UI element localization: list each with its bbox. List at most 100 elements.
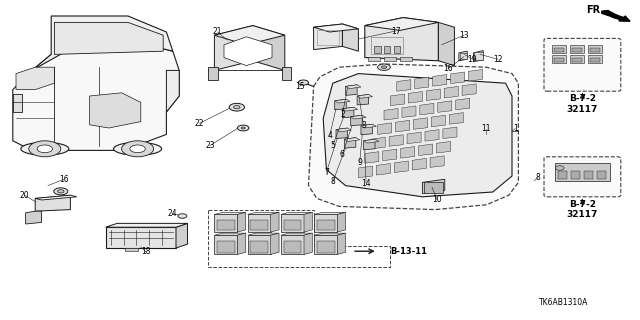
Polygon shape — [344, 138, 360, 141]
Polygon shape — [106, 223, 188, 227]
Polygon shape — [422, 179, 445, 194]
Polygon shape — [281, 235, 304, 254]
Bar — [250, 241, 268, 253]
Polygon shape — [248, 235, 271, 254]
Polygon shape — [32, 16, 173, 70]
Polygon shape — [468, 69, 483, 81]
Bar — [572, 48, 582, 52]
Polygon shape — [337, 233, 346, 254]
Bar — [374, 46, 381, 53]
Polygon shape — [253, 26, 285, 70]
Text: 18: 18 — [141, 247, 150, 256]
Polygon shape — [383, 149, 397, 161]
Text: 22: 22 — [195, 119, 204, 128]
Text: 7: 7 — [324, 168, 329, 177]
Bar — [590, 48, 600, 52]
Polygon shape — [412, 158, 426, 170]
Polygon shape — [449, 113, 463, 124]
Bar — [13, 94, 22, 112]
Text: 11: 11 — [482, 124, 491, 133]
Polygon shape — [248, 214, 271, 232]
Polygon shape — [314, 235, 337, 254]
Circle shape — [241, 127, 245, 129]
Text: 5: 5 — [330, 141, 335, 150]
Polygon shape — [314, 214, 337, 232]
Polygon shape — [419, 144, 433, 156]
Circle shape — [58, 190, 64, 193]
Text: 9: 9 — [357, 158, 362, 167]
Bar — [217, 220, 235, 230]
Polygon shape — [425, 130, 439, 141]
Polygon shape — [459, 51, 467, 61]
Polygon shape — [237, 212, 246, 232]
Polygon shape — [602, 11, 620, 19]
Text: 15: 15 — [294, 82, 305, 91]
Polygon shape — [351, 115, 362, 126]
Polygon shape — [462, 84, 476, 95]
Circle shape — [122, 141, 154, 157]
Polygon shape — [401, 147, 415, 158]
Polygon shape — [342, 107, 358, 111]
Circle shape — [178, 214, 187, 218]
Polygon shape — [365, 18, 438, 61]
Polygon shape — [588, 45, 602, 53]
Bar — [384, 57, 396, 61]
Polygon shape — [336, 128, 351, 132]
Polygon shape — [314, 233, 346, 235]
Circle shape — [381, 66, 387, 68]
Polygon shape — [314, 24, 342, 50]
Polygon shape — [344, 138, 356, 148]
Bar — [554, 48, 564, 52]
Polygon shape — [335, 99, 346, 110]
Polygon shape — [402, 106, 416, 117]
Polygon shape — [176, 223, 188, 248]
Polygon shape — [16, 67, 54, 90]
Bar — [394, 46, 400, 53]
Text: 17: 17 — [390, 27, 401, 36]
Text: B-7-2
32117: B-7-2 32117 — [566, 94, 598, 114]
Polygon shape — [378, 123, 392, 134]
Bar — [460, 53, 467, 59]
Text: B-7-2
32117: B-7-2 32117 — [566, 200, 598, 219]
Polygon shape — [346, 85, 361, 89]
Polygon shape — [357, 94, 372, 98]
Text: 1: 1 — [513, 124, 518, 133]
Polygon shape — [361, 124, 376, 128]
Bar — [584, 171, 593, 179]
Bar — [317, 30, 339, 45]
Polygon shape — [396, 120, 410, 132]
Circle shape — [37, 145, 52, 153]
Polygon shape — [248, 212, 279, 214]
Bar — [317, 220, 335, 230]
Text: 2: 2 — [340, 110, 345, 119]
Polygon shape — [438, 101, 452, 112]
Text: 19: 19 — [467, 55, 477, 64]
Polygon shape — [337, 212, 346, 232]
Polygon shape — [357, 94, 369, 105]
Polygon shape — [570, 55, 584, 63]
Text: 12: 12 — [493, 55, 502, 64]
Polygon shape — [371, 137, 385, 149]
Polygon shape — [342, 24, 358, 51]
Polygon shape — [426, 89, 440, 100]
Polygon shape — [335, 99, 350, 103]
Polygon shape — [90, 93, 141, 128]
Polygon shape — [552, 45, 566, 53]
Polygon shape — [281, 233, 312, 235]
Polygon shape — [394, 161, 408, 172]
Text: 4: 4 — [327, 132, 332, 140]
Circle shape — [237, 125, 249, 131]
Polygon shape — [214, 235, 237, 254]
Polygon shape — [54, 22, 163, 54]
Text: 20: 20 — [19, 191, 29, 200]
Bar — [474, 52, 483, 60]
Polygon shape — [408, 92, 422, 103]
Polygon shape — [106, 227, 176, 248]
Circle shape — [229, 103, 244, 111]
Polygon shape — [248, 233, 279, 235]
Circle shape — [298, 80, 308, 85]
Bar — [590, 58, 600, 62]
Ellipse shape — [114, 142, 161, 155]
Text: 24: 24 — [168, 209, 178, 218]
Text: 10: 10 — [432, 196, 442, 204]
